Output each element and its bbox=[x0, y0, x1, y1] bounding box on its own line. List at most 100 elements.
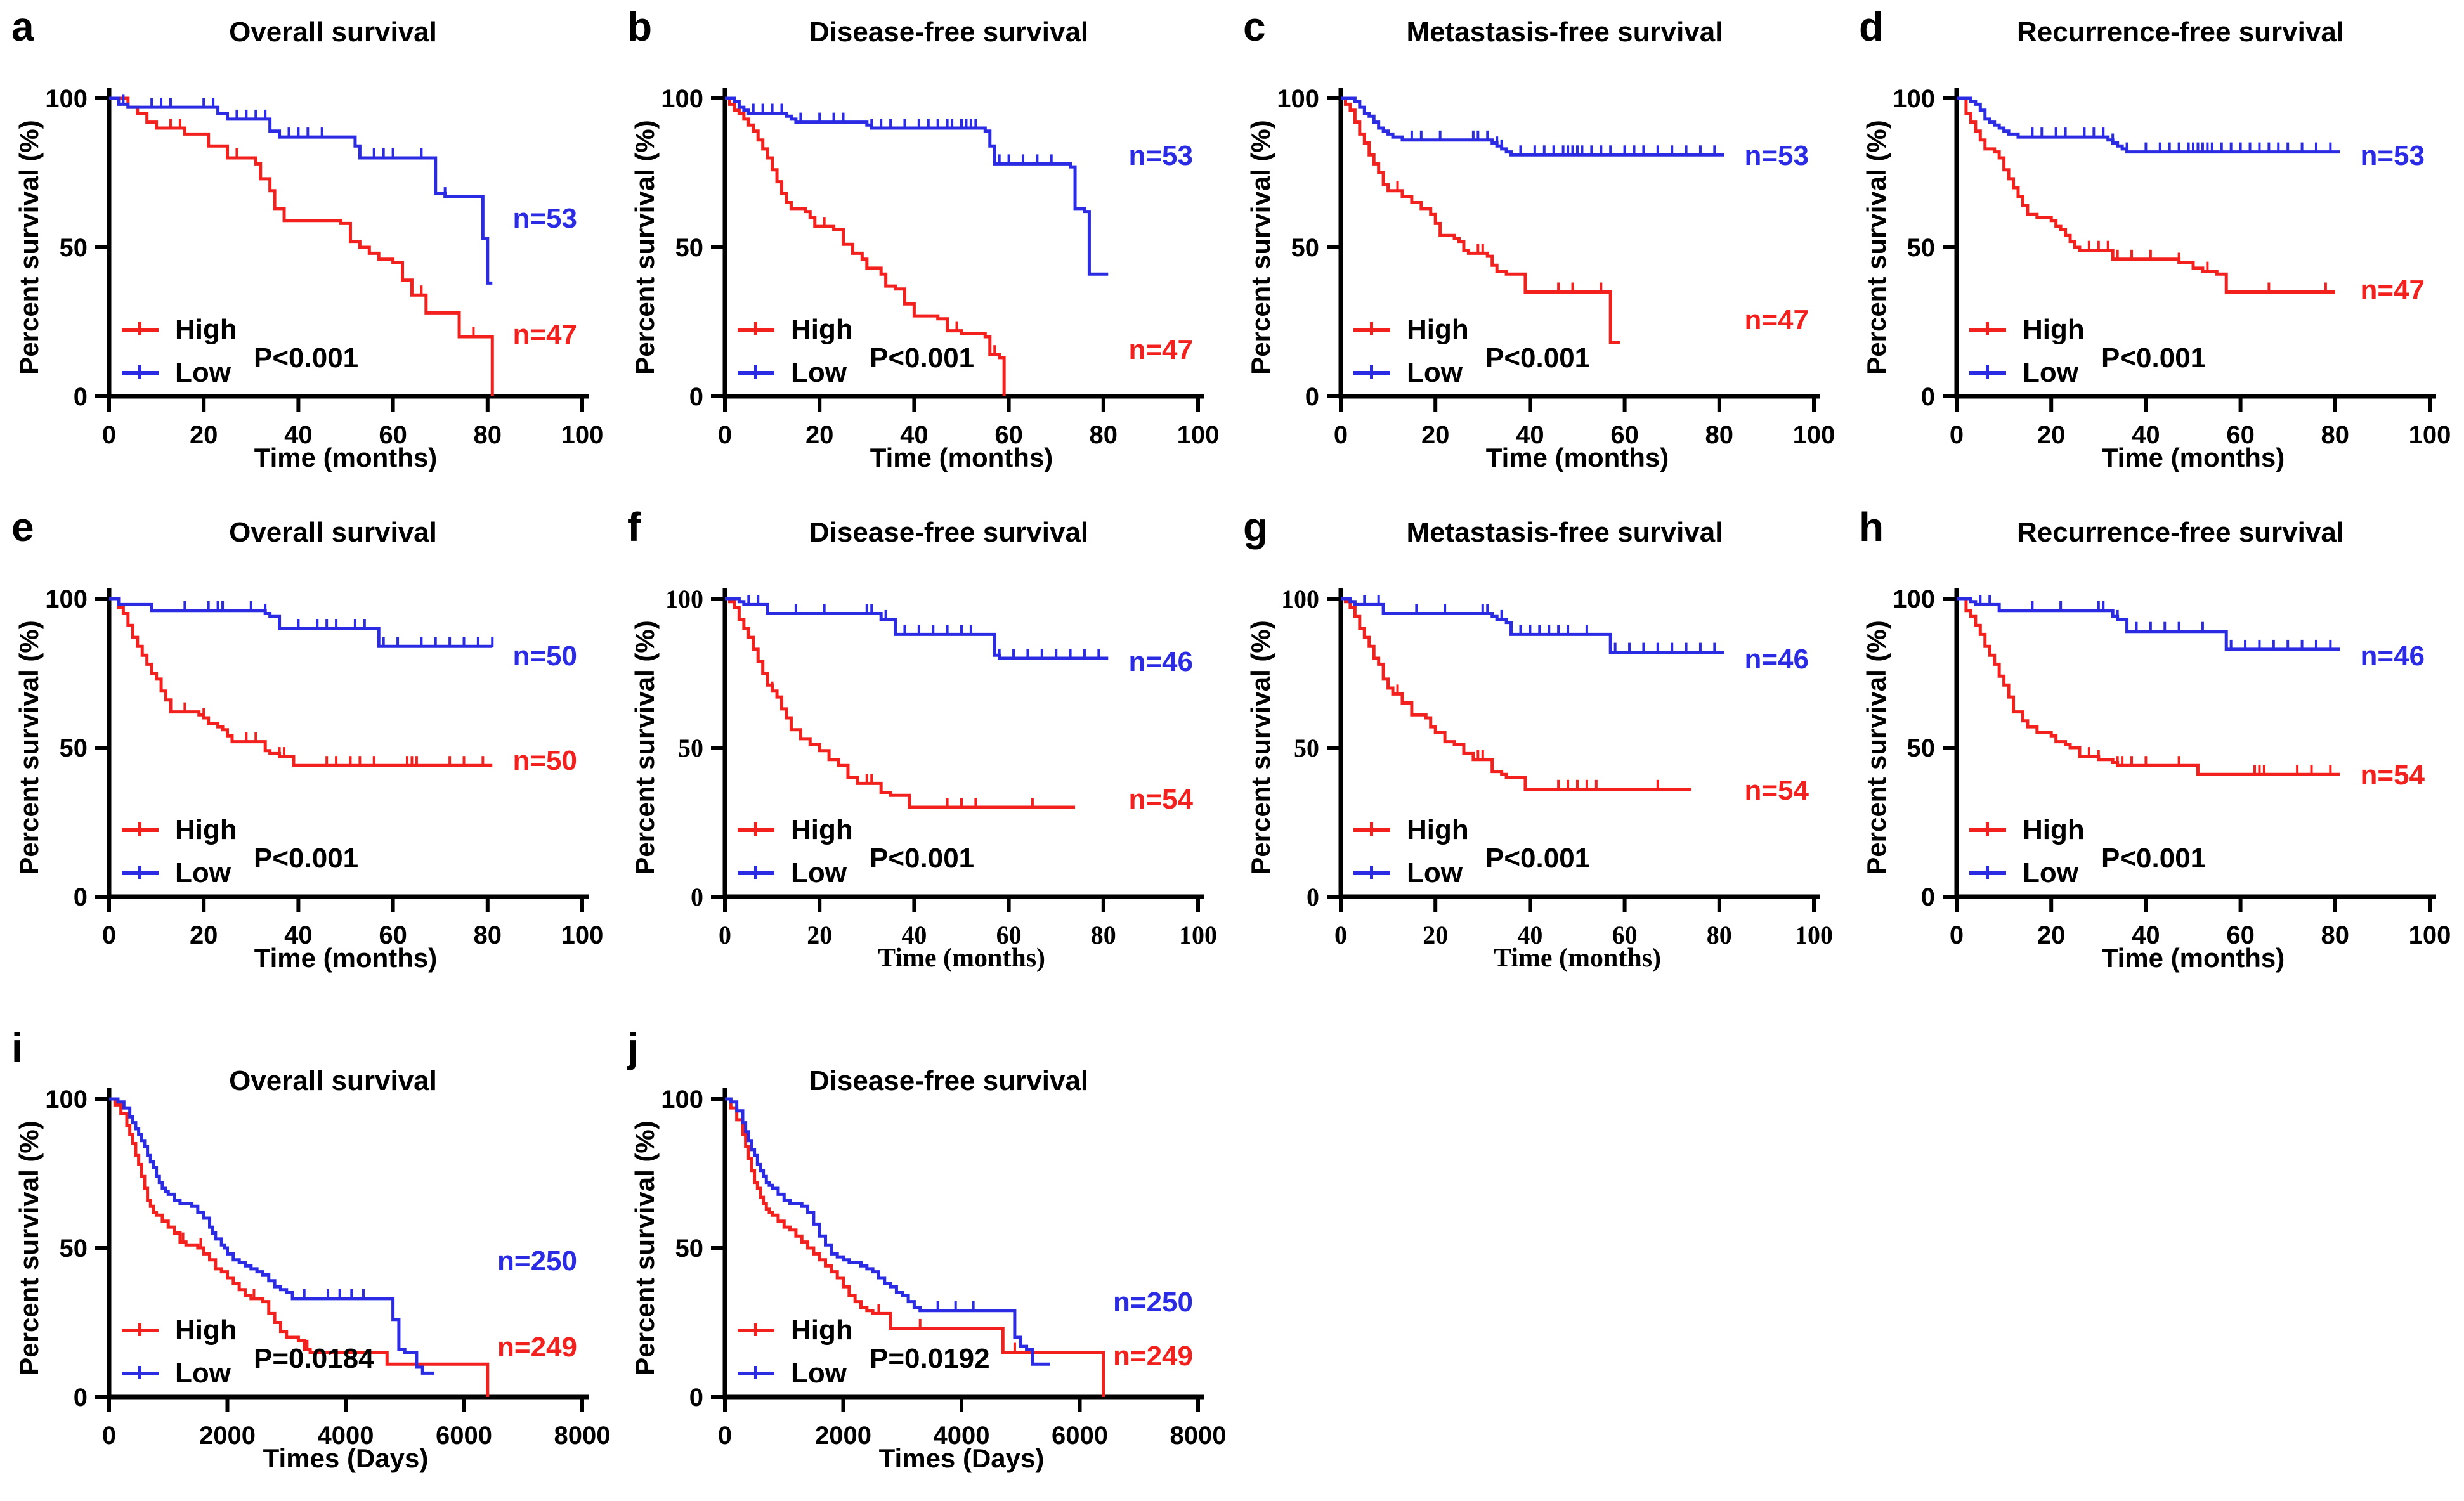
y-tick-label: 100 bbox=[1277, 85, 1319, 113]
panel-letter: e bbox=[11, 504, 34, 550]
n-label-high: n=249 bbox=[497, 1331, 577, 1363]
x-tick-label: 20 bbox=[807, 921, 832, 949]
km-panel: 0 50 100 0 20 40 60 80 100 h Recurrence-free sur… bbox=[1848, 500, 2463, 1001]
high-series-swatch bbox=[738, 822, 774, 836]
y-tick-label: 100 bbox=[1893, 585, 1935, 613]
panel-title: Overall survival bbox=[229, 16, 437, 48]
y-tick-label: 0 bbox=[689, 1384, 703, 1412]
x-tick-label: 60 bbox=[379, 421, 407, 449]
x-tick-label: 80 bbox=[1705, 421, 1734, 449]
n-label-high: n=50 bbox=[512, 744, 577, 776]
x-tick-label: 20 bbox=[1421, 421, 1450, 449]
x-tick-label: 20 bbox=[805, 421, 834, 449]
legend-row-high: High bbox=[1353, 315, 1469, 345]
high-series-swatch bbox=[122, 822, 159, 836]
n-label-low: n=46 bbox=[2360, 640, 2425, 672]
y-tick-label: 0 bbox=[1921, 383, 1935, 411]
n-label-high: n=54 bbox=[1744, 774, 1809, 806]
high-survival-curve bbox=[725, 597, 1076, 809]
km-plot: 0 50 100 0 2000 4000 6000 8000 bbox=[661, 1086, 1227, 1450]
p-value-label: P<0.001 bbox=[2101, 843, 2207, 874]
n-label-high: n=54 bbox=[1128, 783, 1193, 815]
x-tick-label: 80 bbox=[2321, 421, 2350, 449]
n-label-low: n=250 bbox=[497, 1245, 577, 1277]
km-panel: 0 50 100 0 2000 4000 6000 8000 j Disease-free s… bbox=[616, 1001, 1232, 1501]
low-series-swatch bbox=[1969, 866, 2006, 879]
p-value-label: P=0.0184 bbox=[254, 1343, 374, 1374]
x-tick-label: 100 bbox=[2409, 921, 2451, 949]
n-label-high: n=47 bbox=[1744, 304, 1809, 335]
high-series-swatch bbox=[1969, 822, 2006, 836]
x-axis-label: Time (months) bbox=[2101, 943, 2285, 973]
panel-title: Disease-free survival bbox=[809, 16, 1089, 48]
x-tick-label: 6000 bbox=[1052, 1422, 1108, 1450]
low-survival-curve bbox=[725, 1097, 1050, 1366]
legend-label-low: Low bbox=[791, 357, 847, 388]
legend-row-high: High bbox=[738, 315, 853, 345]
x-tick-label: 100 bbox=[1177, 421, 1220, 449]
x-axis-label: Time (months) bbox=[254, 443, 438, 472]
panel-title: Overall survival bbox=[229, 517, 437, 548]
low-series-swatch bbox=[122, 866, 159, 879]
x-tick-label: 20 bbox=[190, 921, 218, 949]
x-tick-label: 80 bbox=[1091, 921, 1116, 949]
legend-row-high: High bbox=[1969, 815, 2085, 845]
legend-label-high: High bbox=[1407, 314, 1469, 345]
legend-row-low: Low bbox=[1353, 358, 1469, 388]
x-tick-label: 40 bbox=[900, 421, 929, 449]
x-tick-label: 20 bbox=[190, 421, 218, 449]
x-tick-label: 4000 bbox=[934, 1422, 990, 1450]
n-label-low: n=53 bbox=[512, 202, 577, 234]
x-axis-label: Time (months) bbox=[1493, 944, 1662, 973]
y-axis-label: Percent survival (%) bbox=[1861, 620, 1891, 875]
n-label-high: n=47 bbox=[2360, 274, 2425, 306]
legend: High Low bbox=[122, 1315, 237, 1389]
y-tick-label: 0 bbox=[74, 383, 88, 411]
x-tick-label: 80 bbox=[1090, 421, 1118, 449]
n-label-low: n=250 bbox=[1113, 1287, 1193, 1318]
km-plot: 0 50 100 0 20 40 60 80 100 bbox=[45, 85, 603, 449]
x-tick-label: 8000 bbox=[1170, 1422, 1227, 1450]
x-tick-label: 60 bbox=[996, 921, 1022, 949]
x-tick-label: 80 bbox=[474, 921, 502, 949]
y-axis-label: Percent survival (%) bbox=[630, 120, 660, 375]
low-survival-curve bbox=[109, 1097, 434, 1375]
legend-row-high: High bbox=[1353, 815, 1469, 845]
legend-label-low: Low bbox=[1407, 857, 1463, 888]
x-tick-label: 60 bbox=[379, 921, 407, 949]
x-tick-label: 2000 bbox=[815, 1422, 871, 1450]
panel-title: Overall survival bbox=[229, 1065, 437, 1096]
x-tick-label: 0 bbox=[102, 921, 116, 949]
high-survival-curve bbox=[109, 96, 494, 396]
legend: High Low bbox=[1353, 815, 1469, 888]
x-tick-label: 8000 bbox=[554, 1422, 611, 1450]
km-panel: 0 50 100 0 20 40 60 80 100 c Metastasis-free sur… bbox=[1232, 0, 1848, 500]
panel-letter: f bbox=[627, 504, 641, 550]
y-tick-label: 50 bbox=[60, 734, 88, 762]
low-series-swatch bbox=[1969, 365, 2006, 379]
x-tick-label: 40 bbox=[901, 921, 927, 949]
legend-label-high: High bbox=[175, 314, 237, 345]
x-tick-label: 20 bbox=[1423, 921, 1448, 949]
x-tick-label: 20 bbox=[2037, 421, 2066, 449]
p-value-label: P<0.001 bbox=[254, 342, 359, 374]
legend: High Low bbox=[1969, 815, 2085, 888]
p-value-label: P<0.001 bbox=[1485, 342, 1591, 374]
p-value-label: P<0.001 bbox=[1485, 843, 1591, 874]
legend-label-low: Low bbox=[175, 1358, 231, 1389]
high-survival-curve bbox=[109, 597, 493, 767]
low-series-swatch bbox=[1353, 365, 1390, 379]
high-series-swatch bbox=[738, 322, 774, 335]
high-series-swatch bbox=[122, 1323, 159, 1336]
y-tick-label: 50 bbox=[1907, 234, 1936, 262]
x-tick-label: 100 bbox=[1179, 921, 1217, 949]
low-series-swatch bbox=[738, 365, 774, 379]
legend-label-high: High bbox=[1407, 814, 1469, 845]
n-label-high: n=249 bbox=[1113, 1340, 1193, 1372]
panel-title: Metastasis-free survival bbox=[1406, 16, 1723, 48]
legend-label-high: High bbox=[2023, 314, 2085, 345]
x-tick-label: 40 bbox=[2132, 421, 2160, 449]
y-axis-label: Percent survival (%) bbox=[14, 120, 44, 375]
y-tick-label: 50 bbox=[675, 234, 704, 262]
y-axis-label: Percent survival (%) bbox=[1246, 620, 1275, 875]
